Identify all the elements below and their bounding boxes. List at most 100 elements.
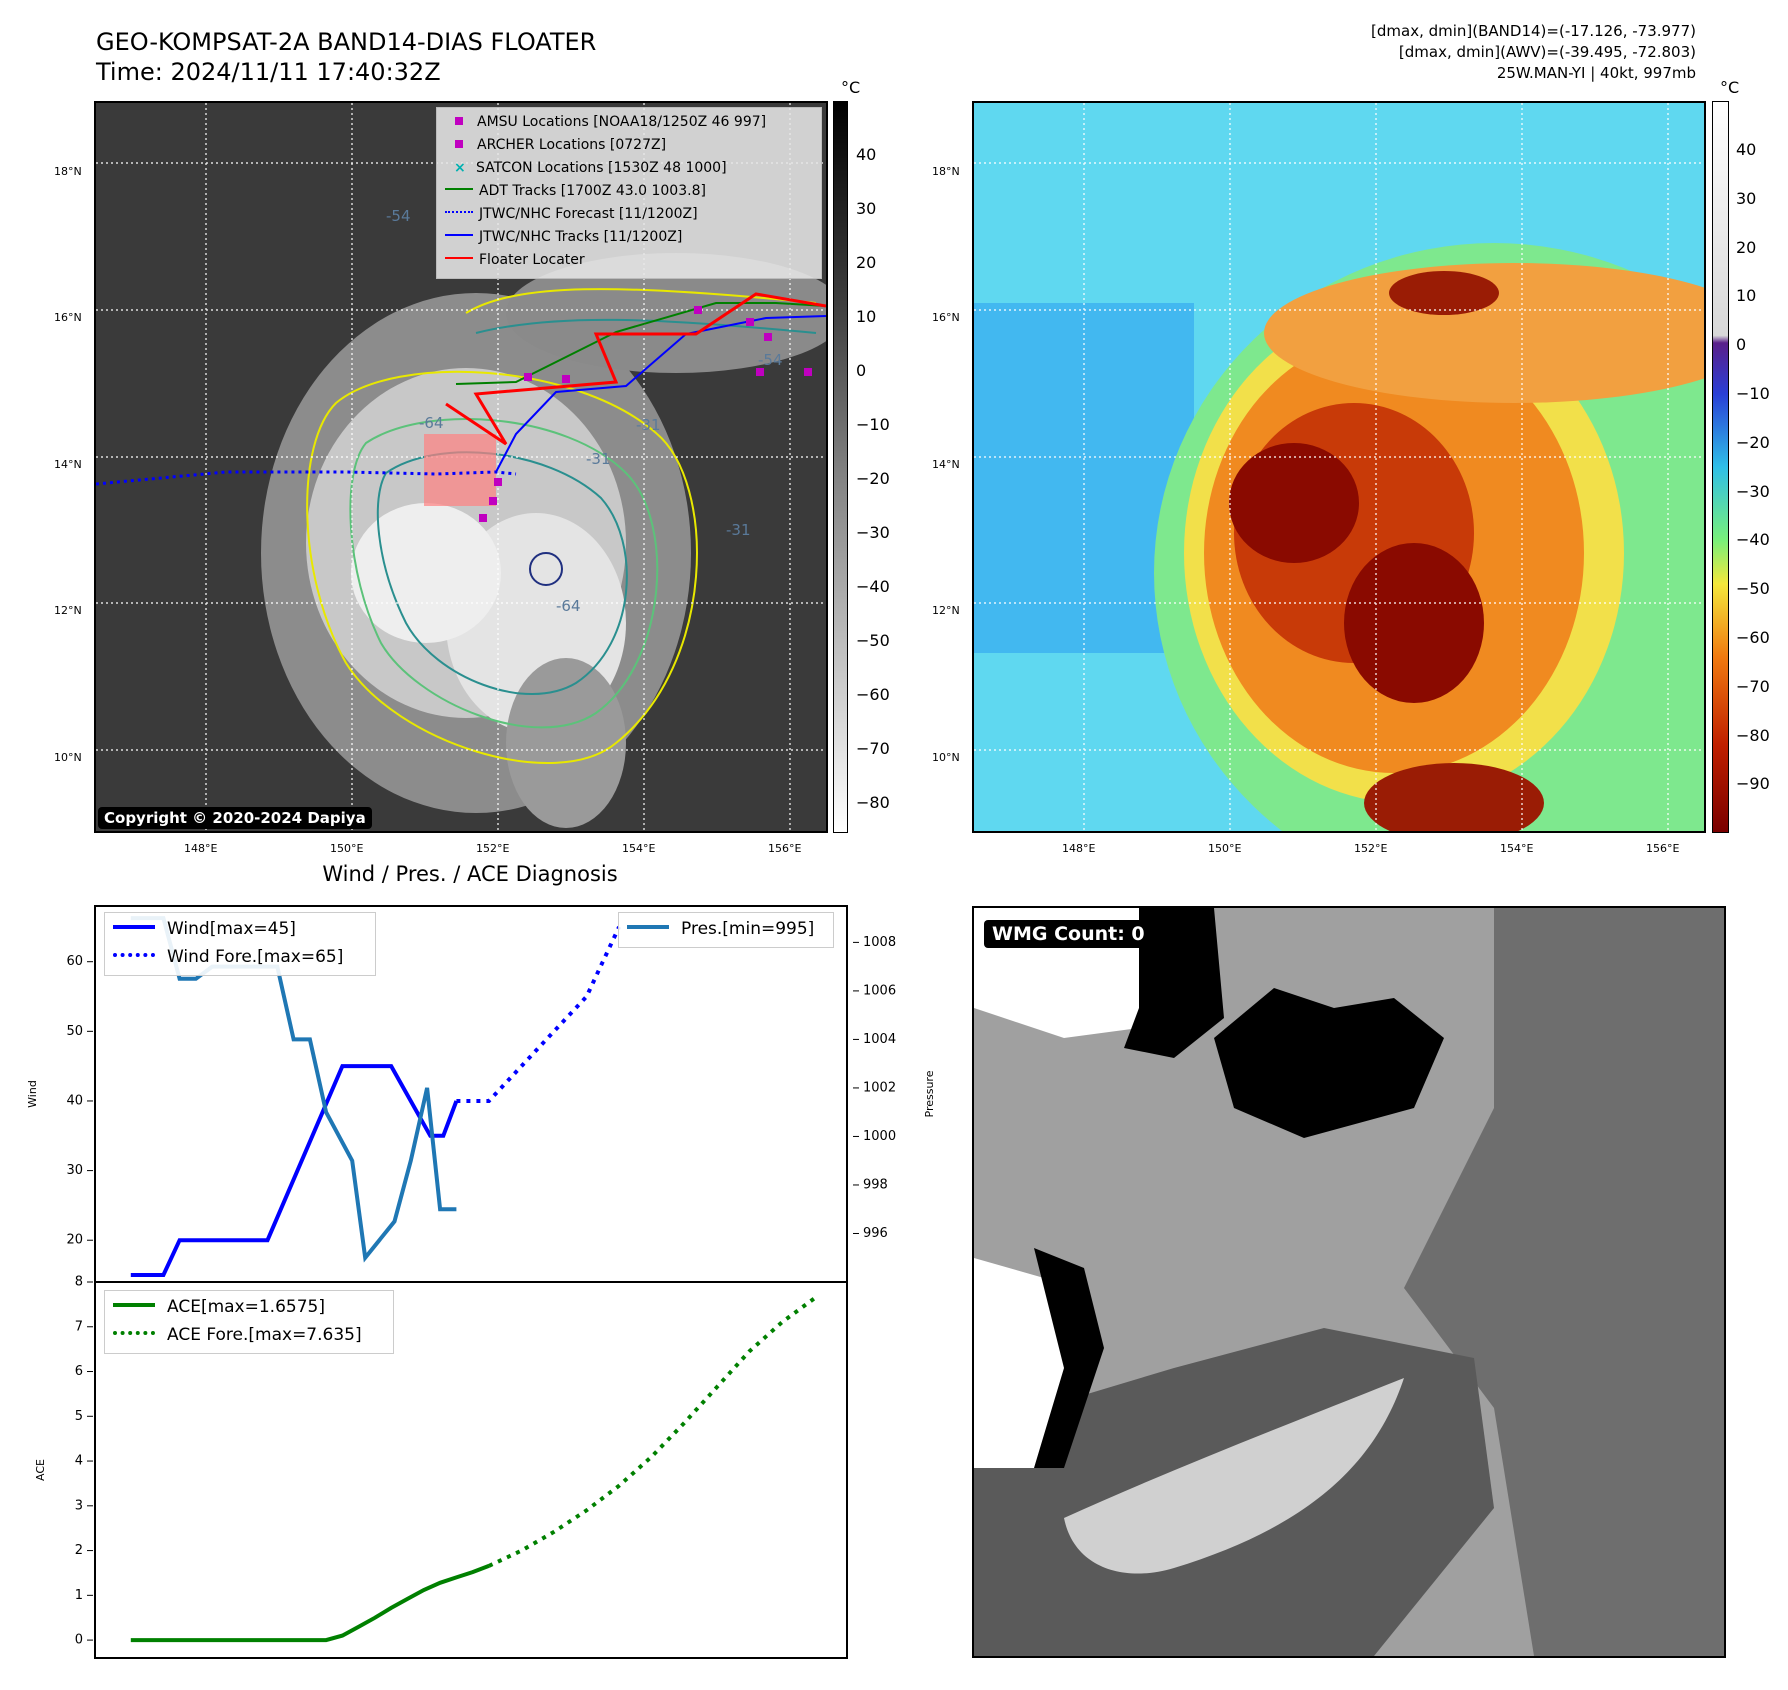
color-colorbar-tick: −80	[1736, 725, 1770, 745]
legend-pressure: Pres.[min=995]	[627, 919, 814, 939]
ir-cloud-west	[351, 503, 501, 643]
ace-ylabel: ACE	[34, 1459, 47, 1481]
ace-ytick: 8	[75, 1275, 83, 1290]
ir-colorbar-tick: −50	[856, 631, 890, 650]
legend-item-archer: ARCHER Locations [0727Z]	[445, 137, 666, 153]
ace-ytick: 1	[75, 1588, 83, 1603]
adt-track	[455, 302, 826, 385]
ace-ytick: 7	[75, 1319, 83, 1334]
legend-wind-forecast: Wind Fore.[max=65]	[113, 947, 343, 967]
wind-legend: Wind[max=45] Wind Fore.[max=65]	[104, 912, 376, 976]
floater-locater-track	[445, 292, 826, 446]
lat-label-18: 18°N	[54, 165, 82, 178]
chart-title-line2: Time: 2024/11/11 17:40:32Z	[96, 58, 441, 86]
stats-line1: [dmax, dmin](BAND14)=(-17.126, -73.977)	[1371, 22, 1696, 40]
wmg-gray-east	[1404, 908, 1724, 1656]
contour-yellow-outer	[306, 370, 698, 764]
pressure-ytick: 1006	[863, 983, 896, 998]
lon-label-152: 152°E	[476, 842, 510, 855]
legend-ace-forecast: ACE Fore.[max=7.635]	[113, 1325, 362, 1345]
ace-legend: ACE[max=1.6575] ACE Fore.[max=7.635]	[104, 1290, 394, 1354]
ir-cloud-tail	[506, 658, 626, 828]
ir-colorbar-tick: 30	[856, 199, 877, 218]
pressure-ytick: 1000	[863, 1129, 896, 1144]
wind-ytick: 30	[66, 1163, 83, 1178]
lon-label-154-right: 154°E	[1500, 842, 1534, 855]
dotted-line-icon	[113, 1331, 155, 1335]
contour-navy-eye	[529, 552, 563, 586]
color-colorbar-unit: °C	[1720, 78, 1740, 97]
color-satellite-panel	[972, 101, 1706, 833]
legend-item-jtwc-track: JTWC/NHC Tracks [11/1200Z]	[445, 229, 682, 245]
wind-ytick: 50	[66, 1024, 83, 1039]
legend-item-satcon: × SATCON Locations [1530Z 48 1000]	[454, 160, 727, 176]
contour-label-0: -54	[386, 207, 411, 225]
contour-label-2: -31	[636, 416, 661, 434]
color-colorbar-tick: 10	[1736, 286, 1757, 306]
contour-teal-north	[475, 318, 817, 334]
wmg-black-w	[1034, 1248, 1104, 1468]
dotted-line-icon	[445, 211, 473, 213]
wmg-black-center	[1214, 988, 1444, 1138]
ace-layer: 0 1 2 3 4 5 6 7 8	[75, 1275, 816, 1648]
square-marker-icon	[455, 140, 463, 148]
ir-colorbar-tick: −20	[856, 469, 890, 488]
pressure-ytick: 1008	[863, 935, 896, 950]
dotted-line-icon	[113, 953, 155, 957]
floater-box	[424, 434, 496, 506]
solid-line-icon	[627, 925, 669, 929]
color-colorbar-tick: 20	[1736, 237, 1757, 257]
solid-line-icon	[113, 1303, 155, 1307]
color-colorbar-tick: −10	[1736, 384, 1770, 403]
lat-label-12: 12°N	[54, 604, 82, 617]
legend-item-jtwc-forecast: JTWC/NHC Forecast [11/1200Z]	[445, 206, 698, 222]
color-colorbar-tick: −20	[1736, 432, 1770, 452]
line-marker-icon	[445, 257, 473, 259]
color-band-core	[1389, 271, 1499, 315]
legend-item-floater: Floater Locater	[445, 252, 585, 268]
line-dot-icon	[445, 234, 473, 236]
lat-label-14-right: 14°N	[932, 458, 960, 471]
color-cell-south	[1364, 763, 1544, 831]
solid-line-icon	[113, 925, 155, 929]
square-marker-icon	[455, 117, 463, 125]
lon-label-150-right: 150°E	[1208, 842, 1242, 855]
legend-wind: Wind[max=45]	[113, 919, 296, 939]
lon-label-154: 154°E	[622, 842, 656, 855]
ir-colorbar-unit: °C	[841, 78, 861, 97]
wmg-white-w	[974, 1258, 1074, 1468]
ir-colorbar-tick: −30	[856, 523, 890, 542]
series-wind-fore-line	[456, 926, 621, 1103]
contour-label-3: -31	[586, 450, 611, 468]
series-pres-line	[130, 916, 457, 1263]
stats-line2: [dmax, dmin](AWV)=(-39.495, -72.803)	[1398, 43, 1696, 61]
wind-ytick: 40	[66, 1093, 83, 1108]
lat-label-10-right: 10°N	[932, 751, 960, 764]
ir-colorbar-tick: 20	[856, 253, 877, 272]
legend-item-amsu: AMSU Locations [NOAA18/1250Z 46 997]	[445, 114, 766, 130]
pressure-ytick: 1002	[863, 1080, 896, 1095]
legend-ace: ACE[max=1.6575]	[113, 1297, 325, 1317]
ace-ytick: 0	[75, 1633, 83, 1648]
ace-ytick: 2	[75, 1543, 83, 1558]
color-colorbar-tick: −50	[1736, 579, 1770, 599]
ace-ytick: 5	[75, 1409, 83, 1424]
contour-label-group: -54 -64 -31 -31 -64 -31 -54	[386, 207, 783, 615]
lon-label-148: 148°E	[184, 842, 218, 855]
ir-colorbar-tick: 40	[856, 145, 877, 164]
ir-colorbar-tick: 0	[856, 361, 867, 380]
series-aceline	[130, 1564, 490, 1643]
x-marker-icon: ×	[454, 160, 466, 176]
ir-colorbar-tick: −80	[856, 793, 890, 812]
color-colorbar-tick: −90	[1736, 774, 1770, 794]
line-marker-icon	[445, 188, 473, 190]
contour-label-5: -31	[726, 521, 751, 539]
wmg-image-svg	[974, 908, 1724, 1656]
contour-label-6: -54	[758, 351, 783, 369]
jtwc-track	[495, 315, 826, 473]
lat-label-18-right: 18°N	[932, 165, 960, 178]
color-band-north	[1264, 263, 1704, 403]
wmg-panel: WMG Count: 0	[972, 906, 1726, 1658]
wind-ytick: 20	[66, 1233, 83, 1248]
lat-label-12-right: 12°N	[932, 604, 960, 617]
